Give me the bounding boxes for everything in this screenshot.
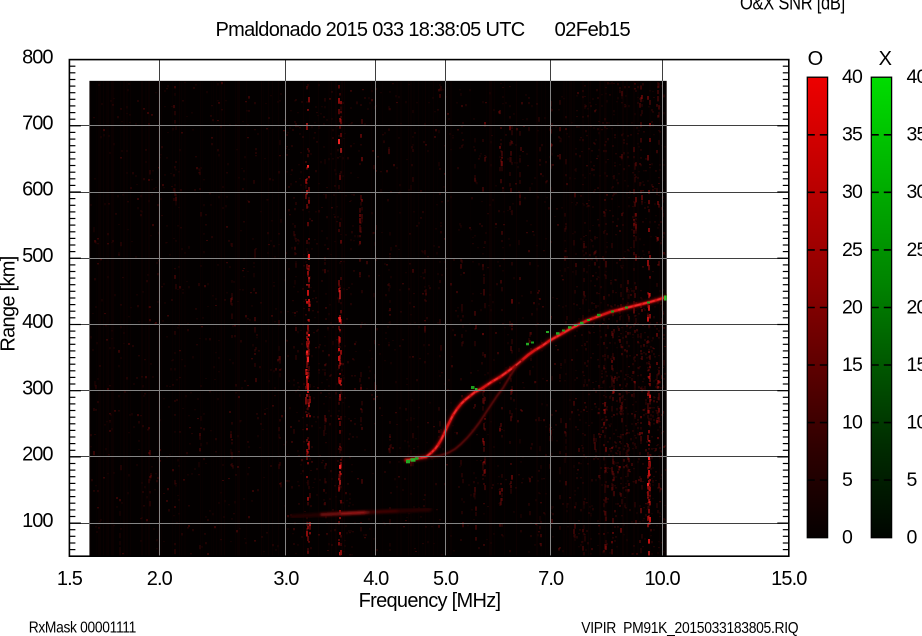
svg-text:400: 400 xyxy=(22,311,53,333)
svg-text:O&X SNR [dB]: O&X SNR [dB] xyxy=(740,0,845,14)
svg-text:Pmaldonado 2015 033 18:38:05 U: Pmaldonado 2015 033 18:38:05 UTC xyxy=(216,19,525,41)
svg-text:02Feb15: 02Feb15 xyxy=(555,19,631,41)
svg-text:300: 300 xyxy=(22,377,53,399)
svg-text:30: 30 xyxy=(842,181,863,203)
svg-text:VIPIR PM91K_2015033183805.RIQ: VIPIR PM91K_2015033183805.RIQ xyxy=(581,620,798,636)
svg-text:10.0: 10.0 xyxy=(644,568,680,590)
svg-text:5: 5 xyxy=(842,469,853,491)
svg-text:35: 35 xyxy=(907,124,922,146)
svg-text:25: 25 xyxy=(842,239,863,261)
svg-text:3.0: 3.0 xyxy=(273,568,299,590)
svg-text:7.0: 7.0 xyxy=(538,568,564,590)
svg-text:40: 40 xyxy=(842,66,863,88)
svg-text:700: 700 xyxy=(22,113,53,135)
svg-text:15.0: 15.0 xyxy=(771,568,807,590)
svg-text:35: 35 xyxy=(842,124,863,146)
svg-text:500: 500 xyxy=(22,245,53,267)
svg-text:10: 10 xyxy=(907,411,922,433)
svg-text:Frequency [MHz]: Frequency [MHz] xyxy=(359,590,501,612)
svg-text:2.0: 2.0 xyxy=(147,568,173,590)
svg-text:200: 200 xyxy=(22,444,53,466)
svg-text:5: 5 xyxy=(907,469,918,491)
svg-text:X: X xyxy=(879,48,892,70)
svg-text:100: 100 xyxy=(22,510,53,532)
svg-text:600: 600 xyxy=(22,179,53,201)
svg-text:15: 15 xyxy=(907,354,922,376)
svg-text:15: 15 xyxy=(842,354,863,376)
svg-text:1.5: 1.5 xyxy=(57,568,83,590)
svg-text:4.0: 4.0 xyxy=(363,568,389,590)
svg-text:O: O xyxy=(808,48,823,70)
svg-text:10: 10 xyxy=(842,411,863,433)
svg-text:0: 0 xyxy=(842,527,853,549)
svg-text:Range [km]: Range [km] xyxy=(0,256,20,351)
svg-text:RxMask 00001111: RxMask 00001111 xyxy=(29,620,136,636)
svg-text:5.0: 5.0 xyxy=(433,568,459,590)
svg-text:800: 800 xyxy=(22,46,53,68)
svg-text:0: 0 xyxy=(907,527,918,549)
svg-text:30: 30 xyxy=(907,181,922,203)
svg-text:40: 40 xyxy=(907,66,922,88)
svg-text:25: 25 xyxy=(907,239,922,261)
svg-text:20: 20 xyxy=(842,296,863,318)
svg-text:20: 20 xyxy=(907,296,922,318)
